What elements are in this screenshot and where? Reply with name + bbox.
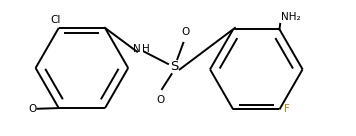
Text: O: O [181, 27, 189, 37]
Text: O: O [156, 95, 164, 105]
Text: S: S [170, 60, 179, 73]
Text: H: H [142, 44, 150, 54]
Text: Cl: Cl [51, 15, 61, 25]
Text: F: F [284, 104, 290, 114]
Text: NH₂: NH₂ [281, 12, 301, 22]
Text: N: N [133, 44, 141, 54]
Text: O: O [28, 104, 36, 114]
